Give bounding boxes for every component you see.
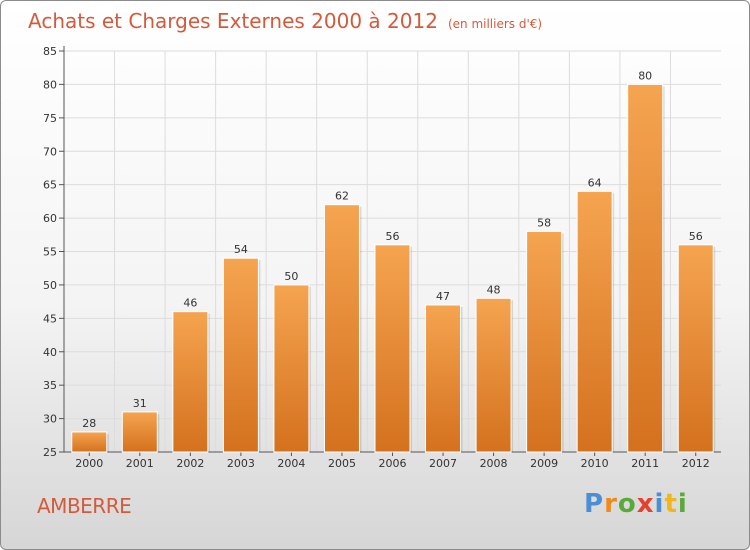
logo-letter: i — [654, 489, 665, 519]
xtick-label-2002: 2002 — [176, 457, 204, 470]
logo-letter: t — [664, 489, 678, 519]
ytick-label-55: 55 — [43, 246, 57, 259]
chart-subtitle: (en milliers d'€) — [447, 17, 543, 31]
value-label-2007: 47 — [436, 290, 450, 303]
value-label-2000: 28 — [82, 417, 96, 430]
ytick-label-65: 65 — [43, 179, 57, 192]
bar-2010 — [576, 190, 613, 453]
xtick-label-2006: 2006 — [379, 457, 407, 470]
bar-2001 — [121, 411, 158, 453]
xtick-label-2004: 2004 — [277, 457, 305, 470]
value-label-2006: 56 — [386, 230, 400, 243]
ytick-label-35: 35 — [43, 379, 57, 392]
ytick-label-30: 30 — [43, 413, 57, 426]
bar-2007 — [425, 304, 462, 453]
bar-2000 — [71, 431, 108, 453]
xtick-label-2005: 2005 — [328, 457, 356, 470]
value-label-2003: 54 — [234, 243, 248, 256]
bar-2008 — [475, 297, 512, 453]
ytick-label-85: 85 — [43, 45, 57, 58]
xtick-label-2011: 2011 — [631, 457, 659, 470]
logo-letter: o — [617, 489, 637, 519]
logo-letter: P — [584, 489, 605, 519]
value-label-2011: 80 — [638, 69, 652, 82]
ytick-label-80: 80 — [43, 78, 57, 91]
value-label-2002: 46 — [183, 297, 197, 310]
logo-letter: i — [677, 489, 688, 519]
xtick-label-2000: 2000 — [75, 457, 103, 470]
value-label-2001: 31 — [133, 397, 147, 410]
xtick-label-2010: 2010 — [581, 457, 609, 470]
bar-2009 — [526, 230, 563, 453]
bar-2005 — [323, 204, 360, 453]
ytick-label-25: 25 — [43, 446, 57, 459]
commune-name: AMBERRE — [37, 494, 132, 518]
value-label-2009: 58 — [537, 216, 551, 229]
proxiti-logo[interactable]: Proxiti — [584, 489, 688, 519]
bars: 28 31 46 54 50 62 56 47 48 58 64 80 56 — [71, 69, 716, 453]
value-label-2010: 64 — [588, 176, 602, 189]
ytick-label-50: 50 — [43, 279, 57, 292]
bar-2004 — [273, 284, 310, 453]
xtick-label-2007: 2007 — [429, 457, 457, 470]
xtick-label-2008: 2008 — [480, 457, 508, 470]
bar-2011 — [627, 83, 664, 453]
bar-2006 — [374, 244, 411, 453]
ytick-label-45: 45 — [43, 312, 57, 325]
chart-title-text: Achats et Charges Externes 2000 à 2012 — [28, 9, 438, 33]
axes: 25 30 35 40 45 50 55 60 65 70 75 80 85 2000 2001 2002 20… — [43, 45, 721, 470]
value-label-2005: 62 — [335, 190, 349, 203]
bar-2012 — [677, 244, 714, 453]
value-label-2008: 48 — [487, 283, 501, 296]
ytick-label-60: 60 — [43, 212, 57, 225]
value-label-2012: 56 — [689, 230, 703, 243]
logo-letter: x — [636, 489, 655, 519]
chart-title: Achats et Charges Externes 2000 à 2012 (e… — [28, 9, 542, 33]
xtick-label-2003: 2003 — [227, 457, 255, 470]
logo-letter: r — [604, 489, 618, 519]
bar-2003 — [222, 257, 259, 453]
xtick-label-2012: 2012 — [682, 457, 710, 470]
bar-2002 — [172, 311, 209, 453]
ytick-label-40: 40 — [43, 346, 57, 359]
xtick-label-2001: 2001 — [126, 457, 154, 470]
value-label-2004: 50 — [284, 270, 298, 283]
ytick-label-75: 75 — [43, 112, 57, 125]
ytick-label-70: 70 — [43, 145, 57, 158]
xtick-label-2009: 2009 — [530, 457, 558, 470]
